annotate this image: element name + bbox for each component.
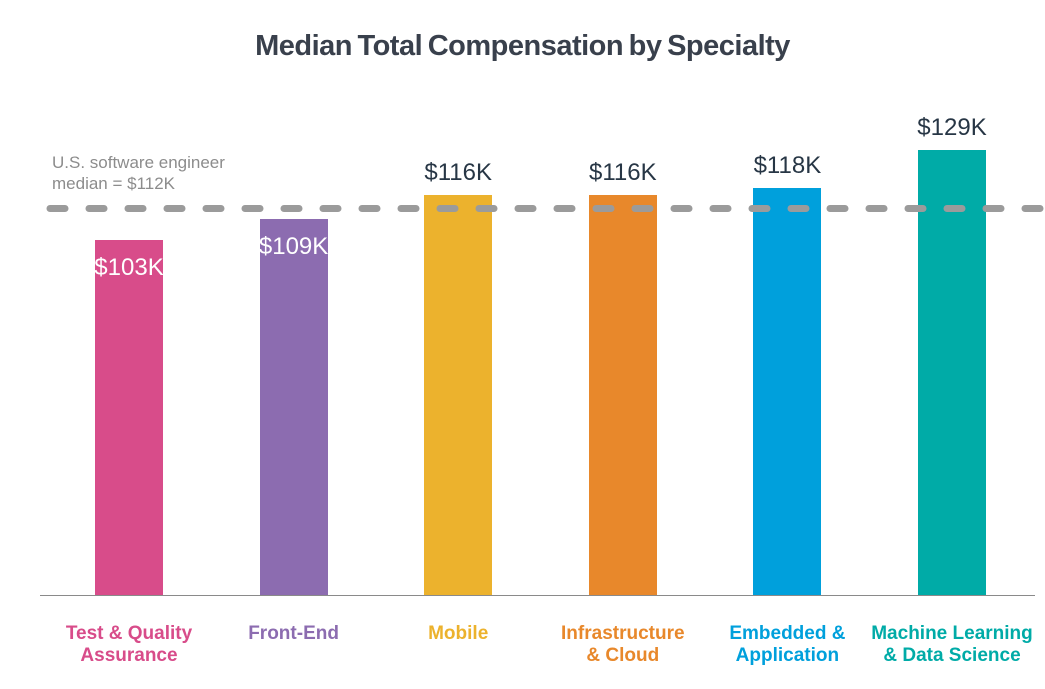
value-label-machine-learning-data-science: $129K	[917, 114, 987, 141]
bar-mobile	[424, 195, 493, 595]
category-label-line: Assurance	[80, 645, 178, 666]
category-label-line: & Data Science	[883, 645, 1021, 666]
category-label-test-quality-assurance: Test & Quality Assurance	[34, 623, 224, 667]
category-label-line: Front-End	[248, 623, 339, 644]
value-label-mobile: $116K	[424, 159, 492, 186]
value-label-embedded-application: $118K	[753, 152, 822, 179]
bar-test-quality-assurance	[95, 240, 163, 595]
chart-title: Median Total Compensation by Specialty	[255, 30, 790, 62]
category-label-infrastructure-cloud: Infrastructure & Cloud	[528, 623, 718, 667]
category-label-line: Infrastructure	[561, 623, 685, 644]
category-label-line: Embedded &	[729, 623, 846, 644]
median-annotation-line1: U.S. software engineer	[52, 153, 225, 172]
value-label-front-end: $109K	[258, 233, 329, 260]
category-label-line: & Cloud	[586, 645, 660, 666]
x-axis-line	[40, 595, 1035, 596]
category-label-line: Application	[735, 645, 840, 666]
category-label-embedded-application: Embedded & Application	[692, 623, 882, 667]
category-label-line: Test & Quality	[65, 623, 193, 644]
median-annotation: U.S. software engineer median = $112K	[52, 152, 225, 194]
median-dashed-line	[46, 205, 1045, 212]
bar-machine-learning-data-science	[918, 150, 986, 595]
category-label-mobile: Mobile	[363, 623, 553, 645]
value-label-infrastructure-cloud: $116K	[588, 159, 657, 186]
category-label-machine-learning-data-science: Machine Learning & Data Science	[857, 623, 1045, 667]
category-label-front-end: Front-End	[199, 623, 389, 645]
bar-infrastructure-cloud	[588, 195, 657, 595]
median-annotation-line2: median = $112K	[52, 174, 176, 193]
bar-front-end	[259, 219, 328, 595]
category-label-line: Machine Learning	[871, 623, 1033, 644]
bar-embedded-application	[753, 188, 822, 595]
value-label-test-quality-assurance: $103K	[94, 254, 164, 281]
category-label-line: Mobile	[428, 623, 489, 644]
